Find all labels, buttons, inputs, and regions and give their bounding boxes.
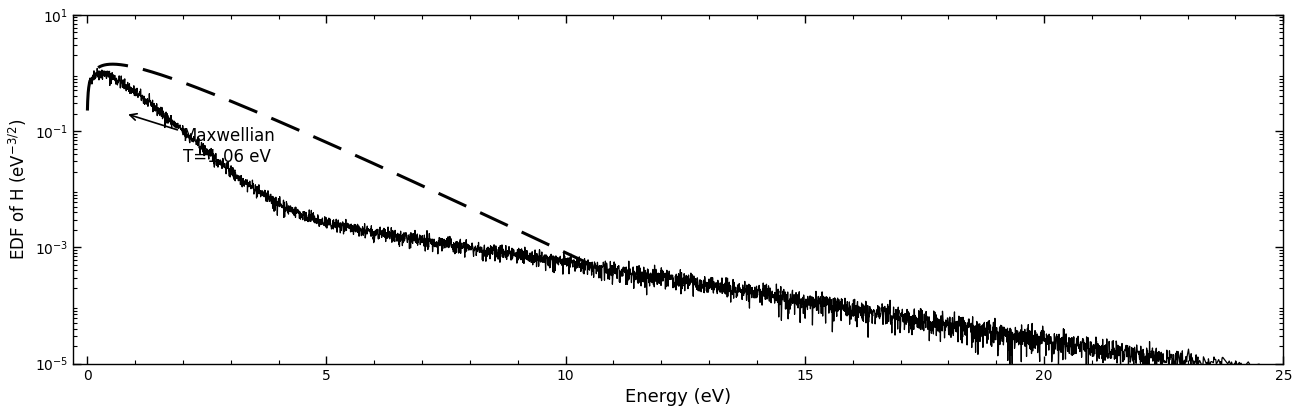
Text: Maxwellian
T=1.06 eV: Maxwellian T=1.06 eV	[130, 114, 275, 166]
Y-axis label: EDF of H (eV$^{-3/2}$): EDF of H (eV$^{-3/2}$)	[6, 119, 29, 260]
X-axis label: Energy (eV): Energy (eV)	[625, 388, 731, 406]
